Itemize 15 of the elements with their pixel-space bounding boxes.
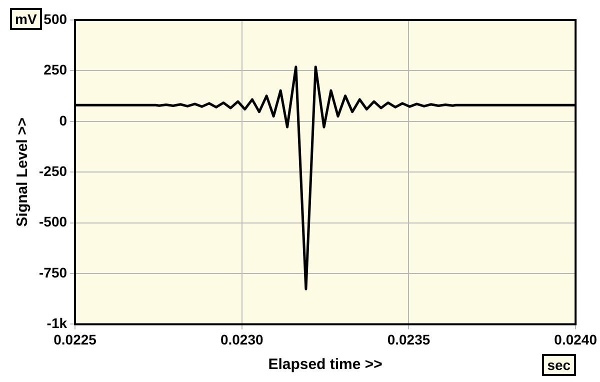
text: sec: [542, 354, 576, 376]
text: mV: [10, 8, 42, 30]
y-tick-label: -250: [38, 162, 68, 179]
y-tick-label: -500: [38, 214, 68, 230]
y-tick-label: 250: [44, 62, 68, 78]
x-tick-label: 0.0235: [387, 331, 430, 348]
x-tick-label: 0.0230: [220, 331, 264, 348]
y-tick-label: 0: [59, 112, 68, 128]
x-tick-label: 0.0225: [54, 331, 97, 348]
x-tick-label: 0.0240: [554, 331, 598, 348]
y-tick-label: 500: [44, 10, 68, 27]
x-axis-title: Elapsed time >>: [268, 356, 383, 374]
y-tick-label: -750: [38, 264, 68, 280]
y-axis-title: Signal Level >>: [14, 117, 32, 227]
y-tick-label: -1k: [46, 315, 68, 332]
